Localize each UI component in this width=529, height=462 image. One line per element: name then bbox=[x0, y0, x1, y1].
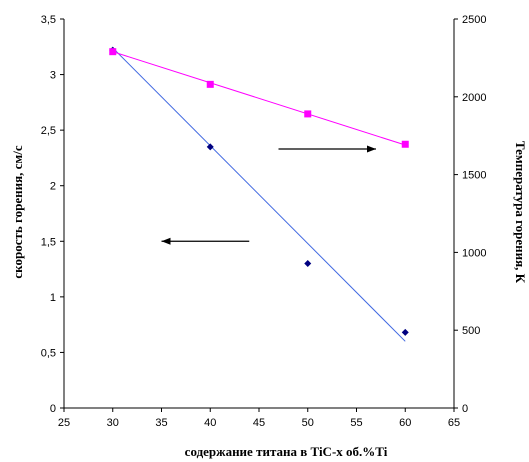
left-y-axis-title: скорость горения, см/с bbox=[10, 145, 25, 278]
annotation-layer bbox=[161, 145, 376, 245]
series-1-point bbox=[401, 328, 409, 336]
x-tick-label: 65 bbox=[448, 417, 460, 429]
series-1-point bbox=[304, 260, 312, 268]
x-tick-label: 35 bbox=[155, 417, 167, 429]
left-y-tick-label: 0 bbox=[50, 403, 56, 415]
x-tick-label: 30 bbox=[107, 417, 119, 429]
right-y-tick-label: 500 bbox=[462, 325, 480, 337]
right-y-axis-ticks: 0 500 1000 1500 2000 2500 bbox=[454, 14, 486, 415]
right-y-tick-label: 1000 bbox=[462, 247, 486, 259]
right-y-tick-label: 1500 bbox=[462, 170, 486, 182]
series-2-point bbox=[206, 80, 214, 88]
series-2-point bbox=[304, 110, 312, 118]
series-2-point bbox=[109, 48, 117, 56]
chart-axes bbox=[63, 19, 455, 409]
left-y-tick-label: 0,5 bbox=[41, 347, 56, 359]
left-y-tick-label: 2,5 bbox=[41, 125, 56, 137]
arrow-right-head bbox=[367, 145, 376, 153]
x-tick-label: 40 bbox=[204, 417, 216, 429]
right-y-tick-label: 0 bbox=[462, 403, 468, 415]
x-tick-label: 50 bbox=[302, 417, 314, 429]
x-axis-title: содержание титана в TiC-x об.%Ti bbox=[185, 444, 388, 459]
series-1-point bbox=[206, 143, 214, 151]
series-2-point bbox=[401, 140, 409, 148]
left-y-tick-label: 2 bbox=[50, 181, 56, 193]
x-tick-label: 55 bbox=[350, 417, 362, 429]
right-y-tick-label: 2500 bbox=[462, 14, 486, 26]
arrow-left-head bbox=[161, 237, 171, 245]
left-y-tick-label: 1,5 bbox=[41, 236, 56, 248]
right-y-tick-label: 2000 bbox=[462, 92, 486, 104]
series-layer bbox=[109, 46, 409, 342]
left-y-tick-label: 3 bbox=[50, 70, 56, 82]
right-y-axis-title: Температура горения, К bbox=[513, 141, 528, 284]
left-y-axis-ticks: 0 0,5 1 1,5 2 2,5 3 3,5 bbox=[41, 14, 64, 415]
x-tick-label: 25 bbox=[58, 417, 70, 429]
series-1-trendline bbox=[112, 47, 406, 342]
left-y-tick-label: 3,5 bbox=[41, 14, 56, 26]
x-tick-label: 45 bbox=[253, 417, 265, 429]
series-2-trendline bbox=[112, 51, 406, 146]
left-y-tick-label: 1 bbox=[50, 292, 56, 304]
x-tick-label: 60 bbox=[399, 417, 411, 429]
x-axis-ticks: 25 30 35 40 45 50 55 60 65 bbox=[58, 408, 460, 429]
